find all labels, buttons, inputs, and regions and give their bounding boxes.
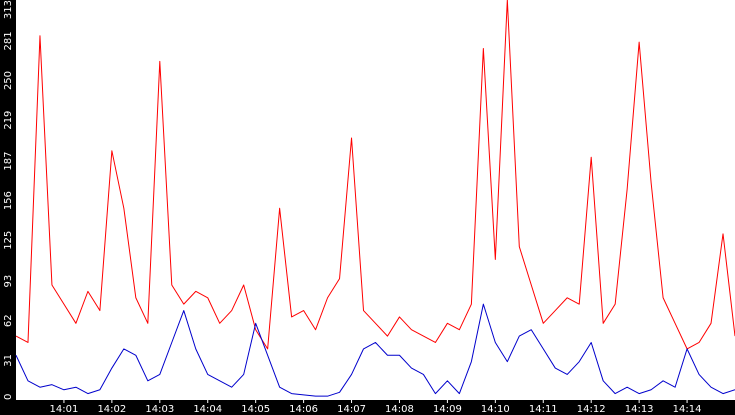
x-tick-label: 14:05 (241, 404, 270, 415)
y-axis: 0 31 62 93 125 156 187 219 250 281 313 (3, 0, 14, 400)
y-tick-label: 187 (3, 151, 14, 170)
x-tick-label: 14:07 (337, 404, 366, 415)
y-tick-label: 62 (3, 314, 14, 327)
y-tick-label: 0 (3, 394, 14, 400)
x-tick-label: 14:04 (193, 404, 222, 415)
y-tick-label: 31 (3, 354, 14, 367)
x-tick-label: 14:10 (481, 404, 510, 415)
plot-area (16, 0, 735, 400)
y-tick-label: 313 (3, 0, 14, 19)
x-tick-label: 14:02 (97, 404, 126, 415)
x-axis: 14:01 14:02 14:03 14:04 14:05 14:06 14:07 14:08… (50, 400, 702, 415)
x-tick-label: 14:01 (50, 404, 79, 415)
x-tick-label: 14:06 (289, 404, 318, 415)
x-tick-label: 14:13 (625, 404, 654, 415)
series-line-red (15, 0, 735, 350)
y-tick-label: 219 (3, 111, 14, 130)
y-tick-label: 281 (3, 31, 14, 50)
y-tick-label: 125 (3, 231, 14, 250)
series-layer (15, 0, 735, 397)
y-tick-label: 93 (3, 275, 14, 288)
y-tick-label: 156 (3, 191, 14, 210)
series-line-blue (15, 303, 735, 397)
y-tick-label: 250 (3, 71, 14, 90)
x-tick-label: 14:12 (577, 404, 606, 415)
x-tick-label: 14:14 (673, 404, 702, 415)
x-tick-label: 14:09 (433, 404, 462, 415)
x-tick-label: 14:08 (385, 404, 414, 415)
x-tick-label: 14:11 (529, 404, 558, 415)
x-tick-label: 14:03 (145, 404, 174, 415)
